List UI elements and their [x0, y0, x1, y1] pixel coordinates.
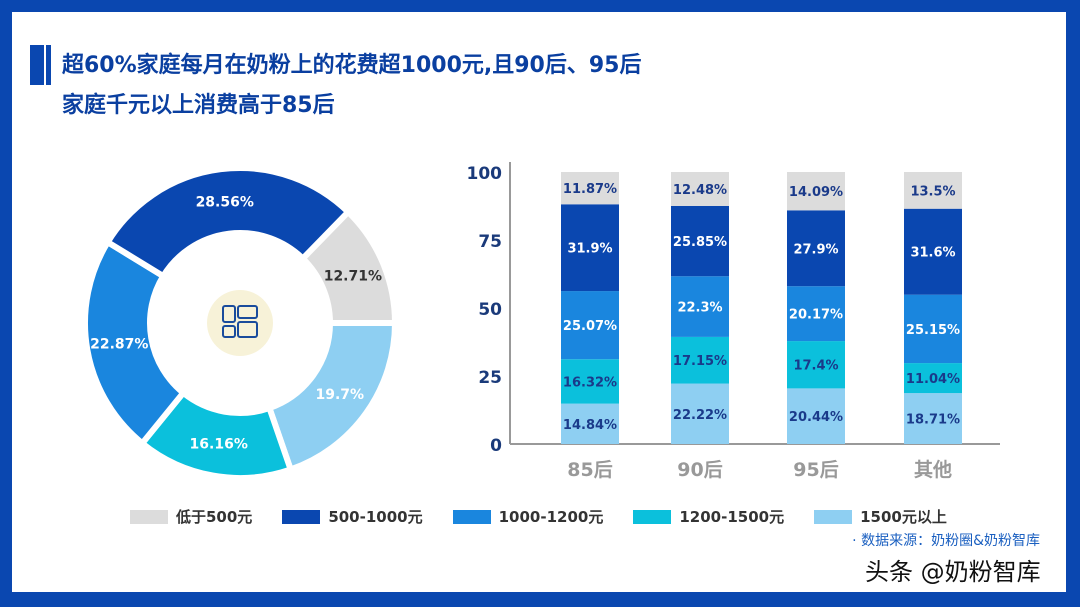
pie-slice	[103, 165, 353, 281]
legend-swatch	[282, 509, 321, 524]
y-tick-label: 100	[467, 164, 503, 184]
bar-segment-label: 25.07%	[563, 319, 617, 334]
dashboard-grid-icon	[222, 305, 236, 323]
bar-segment-label: 17.15%	[673, 354, 727, 369]
y-tick-label: 0	[490, 436, 502, 456]
title-accent-bar	[30, 45, 44, 85]
x-tick-label: 90后	[677, 459, 722, 481]
bar-segment-label: 12.48%	[673, 183, 727, 198]
pie-slice-label: 16.16%	[190, 437, 248, 453]
dashboard-grid-icon	[237, 321, 258, 338]
legend: 低于500元 500-1000元 1000-1200元 1200-1500元 1…	[130, 506, 977, 527]
legend-label: 500-1000元	[328, 508, 423, 526]
bar-segment	[671, 336, 729, 384]
bar-segment-label: 25.15%	[906, 323, 960, 338]
pie-slice	[82, 238, 188, 448]
bar-segment-label: 31.6%	[910, 246, 955, 261]
bar-segment-label: 11.87%	[563, 182, 617, 197]
title-line-1: 超60%家庭每月在奶粉上的花费超1000元,且90后、95后	[62, 53, 642, 78]
x-tick-label: 其他	[914, 458, 952, 481]
y-tick-label: 75	[478, 232, 502, 252]
bar-segment	[561, 172, 619, 205]
legend-swatch	[130, 509, 168, 524]
bar-segment-label: 25.85%	[673, 235, 727, 250]
slide-title: 超60%家庭每月在奶粉上的花费超1000元,且90后、95后 家庭千元以上消费高…	[62, 46, 641, 126]
bar-segment	[561, 359, 619, 404]
bar-segment	[561, 204, 619, 292]
bar-segment	[904, 393, 962, 444]
legend-item: 低于500元	[130, 506, 252, 527]
bar-segment-label: 17.4%	[793, 359, 838, 374]
bar-segment-label: 22.3%	[677, 301, 722, 316]
bar-segment	[787, 388, 845, 444]
legend-item: 1200-1500元	[633, 506, 784, 527]
x-tick-label: 85后	[567, 459, 612, 481]
dashboard-grid-icon	[222, 325, 236, 338]
bar-segment	[904, 294, 962, 364]
dashboard-grid-icon	[237, 305, 258, 319]
slide-frame	[12, 12, 1066, 592]
bar-segment	[561, 403, 619, 444]
bar-segment-label: 31.9%	[567, 242, 612, 257]
bar-segment	[671, 276, 729, 337]
bar-segment	[671, 205, 729, 277]
bar-segment	[904, 172, 962, 209]
bar-segment-label: 14.09%	[789, 185, 843, 200]
y-tick-label: 50	[478, 300, 502, 320]
legend-swatch	[814, 509, 853, 524]
x-tick-label: 95后	[793, 459, 838, 481]
title-accent-bar-thin	[46, 45, 51, 85]
legend-label: 1000-1200元	[498, 508, 604, 526]
bar-segment-label: 16.32%	[563, 375, 617, 390]
bar-segment	[904, 363, 962, 394]
y-tick-label: 25	[478, 368, 502, 388]
pie-slice-label: 19.7%	[315, 387, 364, 403]
bar-segment	[904, 208, 962, 295]
bar-segment	[787, 172, 845, 211]
bar-segment-label: 20.44%	[789, 410, 843, 425]
bar-segment-label: 27.9%	[793, 242, 838, 257]
watermark: 头条 @奶粉智库	[865, 558, 1041, 586]
data-source: · 数据来源：奶粉圈&奶粉智库	[852, 533, 1040, 549]
bar-segment-label: 13.5%	[910, 184, 955, 199]
legend-item: 1000-1200元	[452, 506, 604, 527]
legend-swatch	[452, 509, 491, 524]
legend-swatch	[633, 509, 672, 524]
title-line-2: 家庭千元以上消费高于85后	[62, 93, 335, 118]
legend-label: 1200-1500元	[679, 508, 785, 526]
bar-segment	[787, 210, 845, 287]
bar-segment	[671, 172, 729, 206]
bar-segment-label: 14.84%	[563, 418, 617, 433]
legend-label: 1500元以上	[860, 508, 947, 526]
bar-segment	[561, 291, 619, 360]
bar-segment-label: 20.17%	[789, 308, 843, 323]
pie-slice-label: 22.87%	[90, 337, 148, 353]
legend-item: 500-1000元	[282, 506, 423, 527]
legend-item: 1500元以上	[814, 506, 947, 527]
pie-slice-label: 28.56%	[196, 194, 254, 210]
pie-slice-label: 12.71%	[324, 268, 382, 284]
bar-segment	[787, 286, 845, 342]
bar-segment-label: 11.04%	[906, 372, 960, 387]
bar-segment-label: 22.22%	[673, 408, 727, 423]
bar-segment	[787, 341, 845, 389]
bar-segment-label: 18.71%	[906, 413, 960, 428]
bar-segment	[671, 383, 729, 444]
legend-label: 低于500元	[176, 508, 253, 526]
